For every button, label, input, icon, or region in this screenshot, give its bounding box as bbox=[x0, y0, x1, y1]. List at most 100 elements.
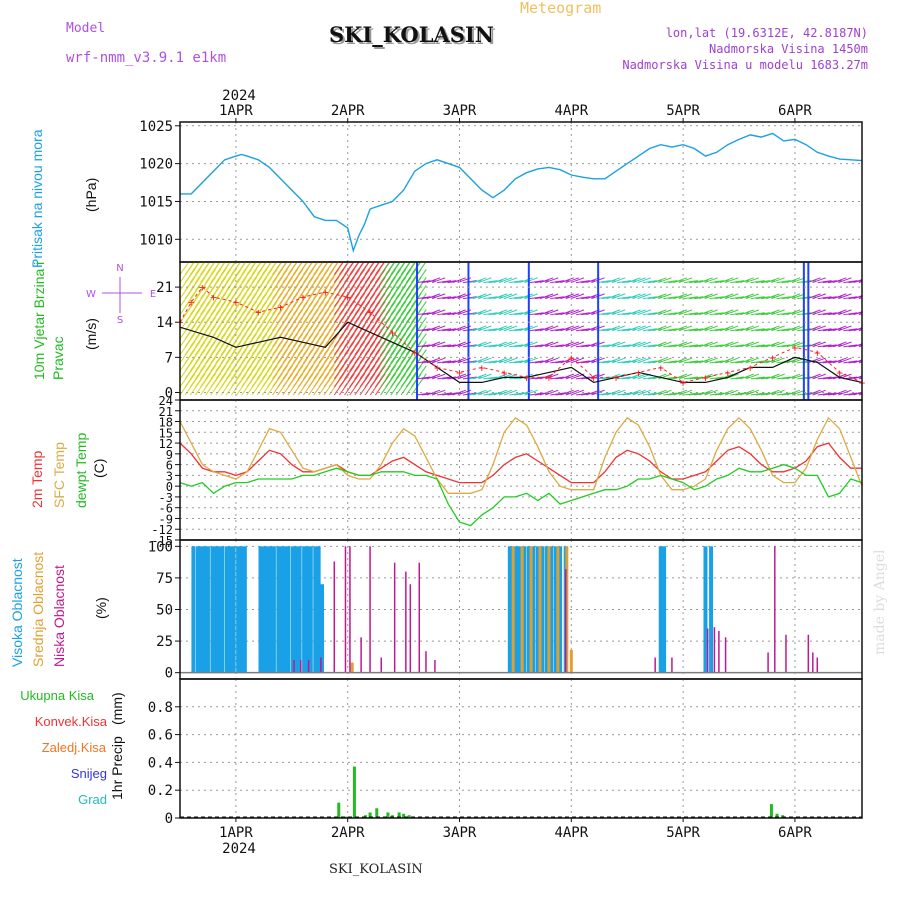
wind-vector bbox=[180, 262, 190, 275]
wind-vector bbox=[462, 312, 477, 316]
wind-vector bbox=[689, 344, 704, 348]
watermark: made by Angel bbox=[872, 549, 888, 656]
x-top-label-0: 1APR bbox=[219, 103, 253, 119]
wind-vector bbox=[565, 277, 580, 284]
cloud-bar-2 bbox=[434, 660, 436, 673]
wind-vector bbox=[493, 389, 508, 396]
wind-vector bbox=[606, 309, 621, 316]
cloud-bar-0 bbox=[514, 546, 519, 673]
wind-vector bbox=[437, 360, 452, 364]
wind-vector bbox=[442, 296, 457, 300]
wind-vector bbox=[858, 393, 862, 396]
panel1-ytick-label-1: 7 bbox=[165, 350, 173, 366]
cloud-bar-0 bbox=[220, 546, 225, 673]
wind-vector bbox=[627, 373, 641, 380]
wind-vector bbox=[652, 325, 667, 332]
wind-gust-marker: + bbox=[456, 366, 463, 379]
wind-vector bbox=[632, 341, 646, 348]
wind-vector bbox=[442, 280, 457, 284]
wind-vector bbox=[375, 262, 385, 275]
x-top-label-3: 4APR bbox=[554, 103, 588, 119]
cloud-bar-0 bbox=[191, 546, 196, 673]
cloud-bar-2 bbox=[807, 634, 810, 673]
wind-vector bbox=[550, 296, 565, 300]
wind-vector bbox=[704, 277, 718, 284]
cloud-bar-0 bbox=[202, 546, 207, 673]
wind-gust-marker: + bbox=[277, 301, 284, 314]
cloud-bar-1 bbox=[538, 546, 542, 673]
temp-series-0 bbox=[179, 442, 862, 484]
wind-vector bbox=[519, 277, 533, 284]
wind-vector bbox=[539, 293, 554, 300]
cloud-bar-0 bbox=[261, 546, 266, 673]
wind-vector bbox=[755, 344, 770, 348]
cloud-bar-0 bbox=[290, 546, 295, 673]
wind-vector bbox=[642, 296, 657, 300]
wind-vector bbox=[416, 328, 431, 332]
wind-vector bbox=[426, 277, 441, 284]
wind-vector bbox=[509, 360, 524, 364]
wind-vector bbox=[755, 360, 770, 364]
wind-vector bbox=[426, 309, 441, 316]
wind-vector bbox=[658, 325, 672, 332]
wind-vector bbox=[426, 293, 441, 300]
wind-vector bbox=[606, 341, 621, 348]
wind-vector bbox=[832, 341, 847, 348]
wind-vector bbox=[807, 309, 821, 316]
wind-vector bbox=[853, 359, 862, 364]
wind-vector bbox=[483, 312, 498, 316]
precip-bar bbox=[352, 766, 356, 818]
wind-vector bbox=[575, 360, 590, 364]
wind-vector bbox=[617, 280, 632, 284]
wind-vector bbox=[570, 277, 585, 284]
wind-vector bbox=[256, 262, 267, 275]
precip-bar bbox=[769, 804, 773, 818]
wind-vector bbox=[632, 389, 646, 396]
wind-vector bbox=[539, 309, 554, 316]
cloud-bar-1 bbox=[520, 546, 524, 673]
wind-vector bbox=[843, 328, 858, 332]
wind-vector bbox=[323, 262, 334, 275]
wind-vector bbox=[689, 280, 704, 284]
wind-vector bbox=[709, 392, 724, 396]
wind-vector bbox=[519, 309, 533, 316]
wind-vector bbox=[503, 293, 518, 300]
cloud-bar-2 bbox=[349, 546, 351, 673]
wind-vector bbox=[452, 389, 466, 396]
wind-vector bbox=[822, 280, 837, 284]
wind-vector bbox=[442, 376, 457, 380]
wind-vector bbox=[544, 277, 559, 284]
wind-vector bbox=[745, 293, 760, 300]
wind-vector bbox=[431, 373, 446, 380]
wind-vector bbox=[411, 373, 427, 396]
wind-vector bbox=[652, 293, 667, 300]
wind-gust-marker: + bbox=[411, 346, 418, 359]
wind-vector bbox=[472, 277, 487, 284]
wind-vector bbox=[673, 389, 688, 396]
wind-vector bbox=[503, 357, 518, 364]
cloud-bar-0 bbox=[517, 546, 522, 673]
wind-vector bbox=[642, 376, 657, 380]
wind-vector bbox=[807, 357, 821, 364]
wind-vector bbox=[673, 293, 688, 300]
panel0-ytick-label-3: 1025 bbox=[139, 119, 173, 135]
panel1-ytick-label-0: 0 bbox=[165, 385, 173, 401]
cloud-bar-0 bbox=[549, 546, 554, 673]
wind-gust-marker: + bbox=[657, 361, 664, 374]
wind-vector bbox=[853, 375, 862, 380]
wind-vector bbox=[719, 325, 734, 332]
wind-vector bbox=[411, 341, 427, 364]
wind-vector bbox=[627, 341, 641, 348]
wind-gust-marker: + bbox=[613, 371, 620, 384]
wind-vector bbox=[416, 280, 431, 284]
wind-vector bbox=[529, 312, 544, 316]
wind-vector bbox=[678, 277, 693, 284]
wind-vector bbox=[663, 392, 678, 396]
wind-vector bbox=[519, 389, 533, 396]
wind-vector bbox=[632, 325, 646, 332]
wind-vector bbox=[724, 389, 739, 396]
wind-vector bbox=[832, 277, 847, 284]
wind-vector bbox=[431, 341, 446, 348]
wind-vector bbox=[652, 309, 667, 316]
panel2-ytick-label-13: 24 bbox=[159, 394, 173, 408]
